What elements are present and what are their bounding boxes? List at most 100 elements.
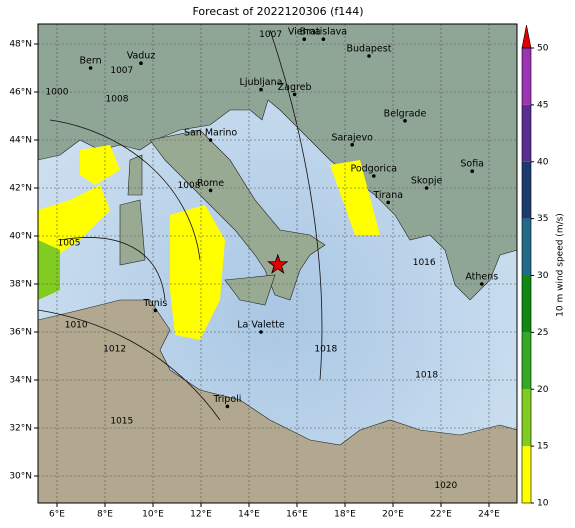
city-dot (292, 92, 297, 97)
city-label: Podgorica (350, 164, 397, 175)
x-tick-label: 12°E (190, 510, 212, 520)
colorbar-segment (522, 275, 531, 333)
colorbar-tick-label: 20 (537, 385, 549, 395)
isobar-label: 1007 (110, 66, 133, 76)
city-dot (386, 200, 391, 205)
x-tick-label: 24°E (478, 510, 500, 520)
city-label: La Valette (237, 320, 285, 331)
land-corsica (127, 154, 143, 196)
x-tick-label: 14°E (238, 510, 260, 520)
wind-area (38, 185, 110, 265)
city-dot (350, 143, 355, 147)
isobar-label: 1018 (415, 371, 438, 381)
x-tick-label: 8°E (97, 510, 113, 520)
isobar-label: 1018 (314, 344, 337, 354)
colorbar-tick-label: 35 (537, 214, 548, 224)
city-label: Belgrade (384, 108, 427, 119)
x-tick-label: 20°E (382, 510, 404, 520)
y-tick-label: 40°N (9, 232, 32, 242)
city-dot (424, 186, 429, 190)
city-dot (88, 66, 93, 70)
city-label: Vaduz (127, 51, 156, 62)
y-tick-label: 38°N (9, 280, 32, 290)
city-dot (367, 54, 371, 58)
colorbar-segment (522, 104, 531, 162)
colorbar-tick-label: 15 (537, 442, 548, 452)
colorbar-segment (522, 161, 531, 219)
city-label: Zagreb (278, 82, 312, 93)
isobar (38, 29, 323, 421)
y-tick-label: 48°N (9, 40, 32, 50)
city-label: San Marino (184, 128, 237, 139)
colorbar-segment (522, 48, 531, 105)
city-label: Bratislava (300, 27, 347, 38)
y-tick-label: 34°N (9, 376, 32, 386)
land-europe (38, 24, 517, 301)
city-dot (372, 174, 376, 178)
isobar-label: 1000 (46, 88, 69, 98)
colorbar-segment (522, 446, 531, 503)
colorbar-extend (521, 24, 532, 49)
y-tick-label: 32°N (9, 424, 32, 434)
y-tick-label: 42°N (9, 184, 32, 194)
location-marker (267, 253, 289, 274)
city-label: Skopje (411, 176, 443, 187)
city-label: Tripoli (212, 394, 241, 405)
isobar-label: 1010 (65, 320, 88, 330)
city-dot (321, 37, 326, 41)
isobar-label: 1015 (110, 416, 133, 426)
colorbar-segment (522, 389, 531, 447)
wind-area (38, 240, 60, 300)
city-dot (259, 87, 263, 92)
colorbar-segment (522, 332, 531, 390)
land-sardinia (119, 199, 146, 266)
title: Forecast of 2022120306 (f144) (192, 5, 363, 18)
wind-area (80, 145, 120, 185)
colorbar-tick-label: 50 (537, 44, 549, 54)
isobar-label: 1020 (434, 481, 457, 491)
city-label: Tunis (142, 298, 167, 309)
city-label: Rome (197, 178, 224, 189)
x-tick-label: 16°E (286, 510, 308, 520)
city-dot (208, 138, 213, 142)
colorbar-tick-label: 40 (537, 157, 549, 167)
city-dot (470, 169, 475, 173)
city-dot (208, 188, 213, 193)
wind-area (170, 205, 225, 340)
city-dot (139, 61, 143, 65)
isobar-label: 1008 (178, 181, 201, 191)
x-tick-label: 18°E (334, 510, 356, 520)
city-label: Sofia (460, 159, 484, 170)
isobar-label: 1016 (413, 258, 436, 268)
x-tick-label: 22°E (430, 510, 452, 520)
x-tick-label: 6°E (49, 510, 65, 520)
city-dot (480, 282, 484, 286)
y-tick-label: 46°N (9, 88, 32, 98)
y-tick-label: 30°N (9, 472, 32, 482)
city-dot (259, 330, 263, 334)
map-frame (37, 23, 518, 504)
city-dot (153, 308, 158, 313)
city-label: Tirana (372, 190, 403, 201)
city-dot (403, 119, 407, 123)
colorbar-tick-label: 25 (537, 328, 548, 338)
city-label: Ljubljana (240, 77, 283, 88)
colorbar-tick-label: 30 (537, 271, 549, 281)
city-label: Vienna (288, 27, 321, 38)
colorbar-tick-label: 45 (537, 100, 548, 110)
city-label: Bern (80, 56, 102, 67)
colorbar-segment (522, 218, 531, 276)
city-dot (225, 404, 230, 409)
city-dot (302, 37, 307, 41)
isobar-label: 1012 (103, 344, 126, 354)
isobar-label: 1008 (106, 95, 129, 105)
land-italy (149, 129, 326, 301)
colorbar-label: 10 m wind speed (m/s) (556, 213, 566, 317)
isobar-label: 1007 (259, 30, 282, 40)
isobar-label: 1005 (58, 239, 81, 249)
colorbar-tick-label: 10 (537, 499, 549, 509)
map-area (38, 24, 517, 503)
x-tick-label: 10°E (142, 510, 164, 520)
city-label: Sarajevo (331, 132, 373, 143)
wind-area (330, 160, 380, 235)
